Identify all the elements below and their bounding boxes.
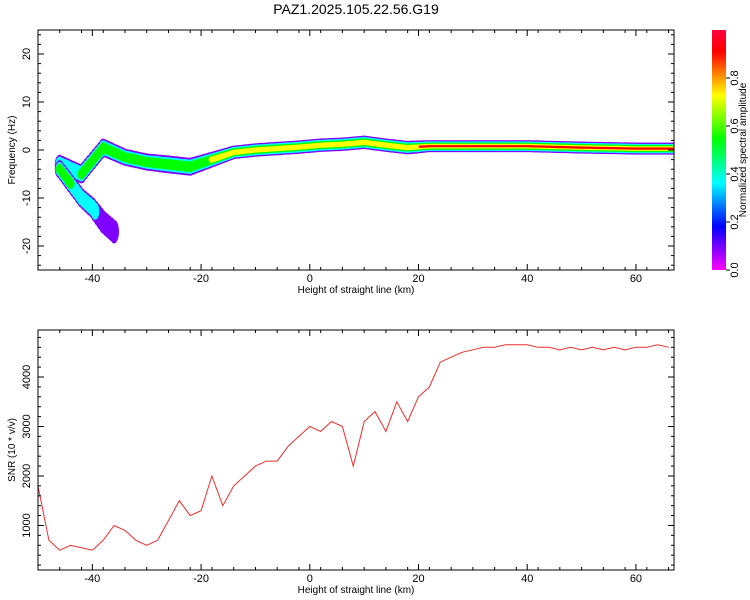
colorbar-gradient <box>712 30 726 270</box>
snr-y-tick-label: 3000 <box>21 414 33 438</box>
colorbar: 0.0 0.2 0.4 0.6 0.8 Normalized spectral ampl… <box>712 30 749 278</box>
snr-frame <box>37 329 675 571</box>
colorbar-ticks: 0.0 0.2 0.4 0.6 0.8 <box>726 70 741 278</box>
snr-x-tick-label: 60 <box>630 573 642 585</box>
snr-x-tick-label: -20 <box>193 573 209 585</box>
colorbar-tick-label: 0.8 <box>729 70 741 85</box>
branch-level-2 <box>55 163 75 190</box>
snr-y-tick-label: 1000 <box>21 513 33 537</box>
spectrogram-y-tick-label: 10 <box>21 96 33 108</box>
figure-title: PAZ1.2025.105.22.56.G19 <box>273 1 439 17</box>
colorbar-label: Normalized spectral amplitude <box>738 82 749 217</box>
snr-y-tick-label: 4000 <box>21 365 33 389</box>
spectrogram-y-tick-label: -10 <box>21 190 33 206</box>
snr-x-tick-label: 40 <box>521 573 533 585</box>
spectrogram-ticks: -40 -20 0 20 40 60 -20 -10 0 10 20 <box>21 30 674 285</box>
snr-y-axis-label: SNR (10 * v/v) <box>7 418 18 482</box>
spectrogram-x-tick-label: 20 <box>412 273 424 285</box>
colorbar-tick-label: 0.2 <box>729 214 741 229</box>
ridge-level-4 <box>418 145 674 150</box>
spectrogram-x-tick-label: 0 <box>307 273 313 285</box>
snr-background <box>38 330 674 570</box>
snr-ticks: -40 -20 0 20 40 60 1000 2000 3000 4000 <box>21 330 674 585</box>
colorbar-tick-label: 0.6 <box>729 118 741 133</box>
spectrogram-y-tick-label: 20 <box>21 48 33 60</box>
spectrogram-y-tick-label: 0 <box>21 147 33 153</box>
snr-x-tick-label: 20 <box>412 573 424 585</box>
snr-x-axis-label: Height of straight line (km) <box>298 585 415 596</box>
spectrogram-x-axis-label: Height of straight line (km) <box>298 285 415 296</box>
snr-series-line <box>38 344 669 551</box>
colorbar-tick-label: 0.0 <box>729 262 741 277</box>
spectrogram-ridge <box>54 135 674 244</box>
spectrogram-x-tick-label: 40 <box>521 273 533 285</box>
spectrogram-y-axis-label: Frequency (Hz) <box>7 116 18 185</box>
snr-x-tick-label: 0 <box>307 573 313 585</box>
snr-panel: -40 -20 0 20 40 60 1000 2000 3000 4000 Height of … <box>7 329 675 596</box>
spectrogram-x-tick-label: -20 <box>193 273 209 285</box>
spectrogram-y-tick-label: -20 <box>21 238 33 254</box>
colorbar-tick-label: 0.4 <box>729 166 741 181</box>
spectrogram-x-tick-label: 60 <box>630 273 642 285</box>
spectrogram-panel: -40 -20 0 20 40 60 -20 -10 0 10 20 Height of strai… <box>7 29 675 296</box>
snr-y-tick-label: 2000 <box>21 464 33 488</box>
snr-x-tick-label: -40 <box>84 573 100 585</box>
spectrogram-x-tick-label: -40 <box>84 273 100 285</box>
